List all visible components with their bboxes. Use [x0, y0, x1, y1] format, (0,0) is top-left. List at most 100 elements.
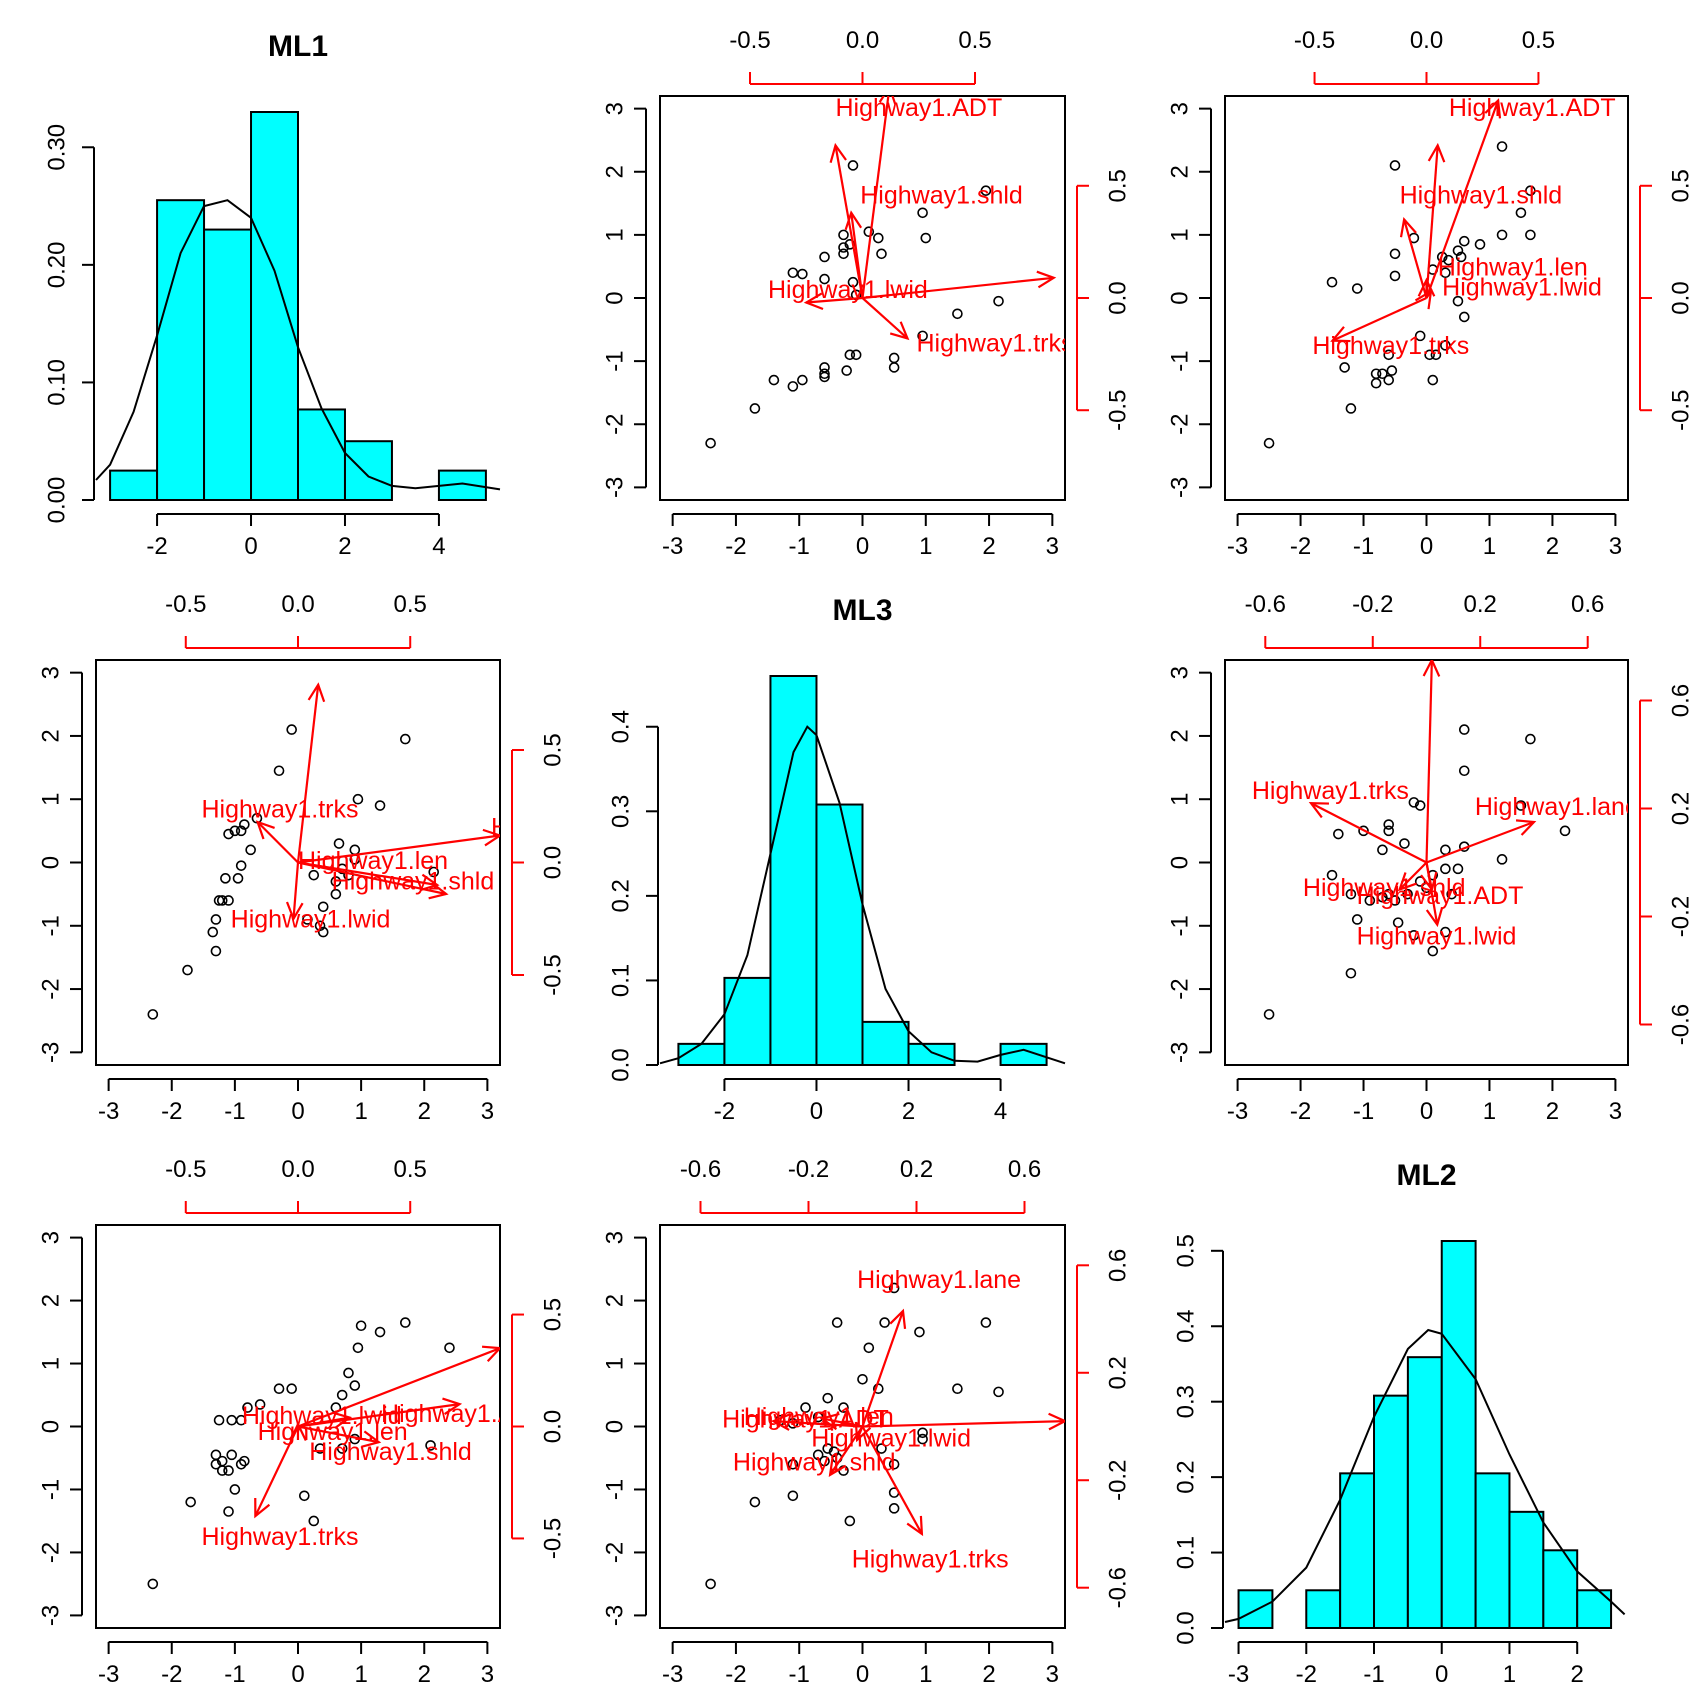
score-point [1377, 368, 1388, 380]
score-point [1446, 888, 1457, 900]
x-tick-label: 0 [856, 533, 869, 560]
score-point [705, 437, 716, 449]
loading-arrow [1425, 100, 1500, 299]
top-tick-label: 0.0 [281, 1156, 314, 1183]
x-tick-label: 2 [1546, 533, 1559, 560]
histogram-bar [297, 408, 346, 502]
x-tick-label: 1 [1483, 533, 1496, 560]
score-point [182, 964, 193, 976]
x-tick-label: -2 [161, 1098, 182, 1125]
score-point [333, 838, 345, 849]
y-tick-label: -1 [601, 350, 628, 371]
loading-label: Highway1.shld [309, 1438, 472, 1466]
histogram-panel-ml2: ML2 -3 -2 -1 0 1 2 0.0 0.1 0.2 0.3 0.4 0.5 [1172, 1159, 1626, 1688]
score-point [245, 844, 256, 856]
score-point [147, 1578, 159, 1590]
x-tick-label: -2 [1296, 1661, 1317, 1688]
score-point [819, 273, 830, 285]
score-point [147, 1009, 159, 1020]
y-tick-label: -1 [37, 915, 64, 936]
loading-arrowhead [1399, 217, 1417, 238]
x-tick-label: -2 [725, 533, 746, 560]
score-point [1427, 374, 1439, 386]
x-tick-label: 2 [418, 1661, 431, 1688]
loading-arrowhead [770, 1413, 791, 1431]
y-tick-label: 0 [37, 856, 64, 869]
y-tick-label: 0.20 [43, 241, 70, 288]
score-point [1496, 229, 1508, 241]
y-tick-label: 0.1 [607, 964, 634, 997]
score-point [1263, 437, 1275, 449]
y-tick-label: -3 [1166, 477, 1193, 498]
score-point [308, 869, 320, 881]
score-point [822, 1392, 833, 1404]
score-point [749, 1496, 761, 1508]
x-tick-label: -1 [1363, 1661, 1384, 1688]
score-point [223, 828, 234, 840]
loading-arrowhead [1308, 801, 1329, 819]
score-point [1326, 869, 1338, 881]
top-tick-label: 0.0 [846, 27, 879, 54]
y-tick-label: 2 [37, 1294, 64, 1307]
score-point [914, 1326, 925, 1338]
score-point [273, 1383, 285, 1395]
panels: ML1-2 0 2 40.000.100.200.30-3 -2 -1 0 1 2 3-3-2-1… [37, 27, 1694, 1688]
loading-arrow [292, 862, 300, 919]
score-point [207, 926, 219, 938]
loading-arrow [806, 296, 863, 304]
score-point [1389, 895, 1401, 906]
score-point [235, 825, 247, 837]
score-point [1351, 914, 1363, 925]
plot-content: Highway1.ADTHighway1.shldHighway1.lenHig… [705, 96, 1065, 449]
y-tick-label: -2 [601, 1542, 628, 1563]
score-point [1559, 825, 1571, 837]
score-point [235, 1458, 247, 1470]
score-point [993, 1386, 1004, 1398]
x-tick-label: 2 [902, 1098, 915, 1125]
score-point [838, 229, 849, 241]
loading-label: Highway1.trks [1312, 332, 1469, 360]
y-tick-label: -2 [1166, 414, 1193, 435]
right-tick-label: 0.5 [539, 1298, 566, 1331]
score-point [336, 1389, 348, 1401]
loading-arrowhead [1422, 660, 1441, 677]
score-point [1427, 945, 1439, 957]
top-tick-label: 0.5 [958, 27, 991, 54]
y-tick-label: 0.3 [1172, 1385, 1199, 1418]
loading-arrow [1425, 660, 1433, 863]
histogram-bar [1474, 1472, 1511, 1629]
loading-arrowhead [1515, 819, 1537, 836]
score-point [819, 251, 830, 263]
x-tick-label: 3 [1609, 1098, 1622, 1125]
score-point [229, 825, 241, 837]
score-point [352, 793, 364, 805]
score-point [838, 248, 849, 260]
score-point [317, 926, 329, 938]
score-point [917, 330, 928, 342]
score-point [841, 365, 852, 376]
y-tick-label: 0.0 [607, 1048, 634, 1081]
top-tick-label: 0.5 [394, 591, 427, 618]
y-tick-label: 0.00 [43, 477, 70, 524]
y-tick-label: 0.30 [43, 124, 70, 171]
score-point [1414, 330, 1426, 342]
x-tick-label: -1 [789, 1661, 810, 1688]
y-tick-label: -3 [1166, 1042, 1193, 1063]
loading-arrowhead [803, 292, 824, 311]
score-point [1496, 141, 1508, 152]
y-tick-label: 3 [601, 1231, 628, 1244]
biplot-panel-1-3: -3 -2 -1 0 1 2 3 -3 -2 -1 0 1 2 3 -0.5 0.0 0.5 -0.5 0.0 0.5… [1166, 27, 1694, 560]
histogram-bar [815, 803, 864, 1066]
score-point [1408, 929, 1420, 941]
x-tick-label: 1 [919, 533, 932, 560]
y-tick-label: 2 [601, 1294, 628, 1307]
score-point [1525, 733, 1536, 745]
panel-title: ML2 [1397, 1159, 1457, 1192]
score-point [308, 1515, 320, 1527]
top-tick-label: -0.5 [1294, 27, 1335, 54]
right-tick-label: 0.6 [1667, 684, 1694, 717]
plot-frame [95, 659, 501, 1066]
score-point [1389, 160, 1401, 171]
score-point [286, 1383, 297, 1395]
top-tick-label: 0.5 [394, 1156, 427, 1183]
